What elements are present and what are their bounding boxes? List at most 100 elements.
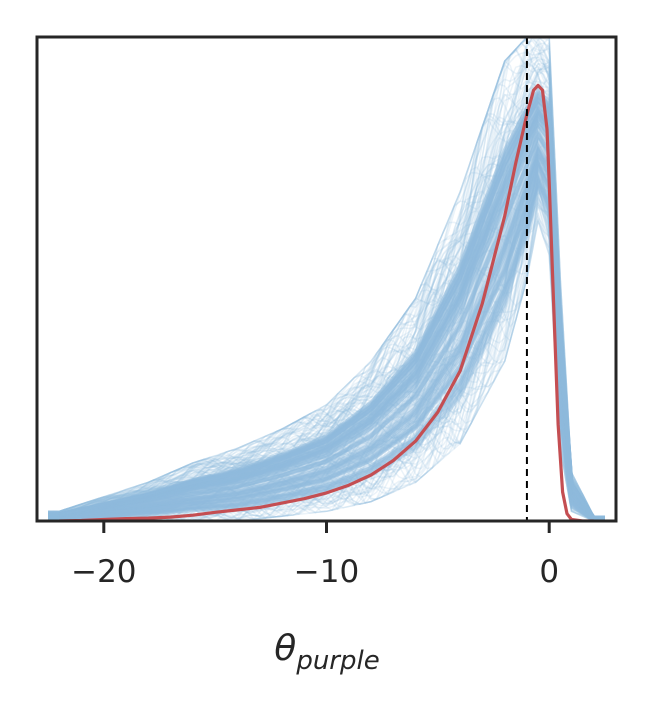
sample-density-curve xyxy=(48,57,605,519)
sample-density-curve xyxy=(48,67,605,519)
sample-density-curve xyxy=(48,37,605,518)
sample-density-curve xyxy=(48,150,605,521)
sample-density-curve xyxy=(48,148,605,521)
sample-density-curve xyxy=(48,90,605,518)
sample-density-curve xyxy=(48,145,605,521)
sample-density-curve xyxy=(48,119,605,519)
sample-density-curve xyxy=(48,104,605,519)
sample-density-curve xyxy=(48,109,605,519)
sample-density-curve xyxy=(48,140,605,521)
sample-density-curve xyxy=(48,96,605,520)
sample-density-curve xyxy=(48,70,605,519)
sample-density-curve xyxy=(48,192,605,521)
sample-density-curve xyxy=(48,104,605,520)
sample-density-curve xyxy=(48,156,605,521)
sample-density-curve xyxy=(48,129,605,521)
sample-density-curve xyxy=(48,135,605,521)
sample-density-curve xyxy=(48,134,605,521)
sample-density-curve xyxy=(48,146,605,520)
sample-density-curve xyxy=(48,161,605,521)
sample-density-curve xyxy=(48,62,605,519)
sample-density-curve xyxy=(48,88,605,520)
sample-density-curve xyxy=(48,124,605,521)
sample-density-curve xyxy=(48,160,605,521)
sample-density-curve xyxy=(48,106,605,519)
sample-density-curve xyxy=(48,173,605,521)
sample-density-curve xyxy=(47,48,605,518)
sample-density-curve xyxy=(48,164,605,521)
sample-density-curve xyxy=(48,47,605,517)
sample-density-curve xyxy=(48,41,605,519)
sample-density-curve xyxy=(47,98,605,519)
x-axis-ticks: −20 −10 0 xyxy=(71,521,559,590)
sample-density-curve xyxy=(48,96,605,520)
sample-density-curve xyxy=(48,192,605,521)
sample-density-curve xyxy=(48,182,605,521)
sample-density-curve xyxy=(48,198,605,521)
sample-density-curve xyxy=(48,144,605,521)
x-tick-label: −10 xyxy=(294,554,359,590)
sample-density-curve xyxy=(48,185,605,520)
sample-density-curve xyxy=(48,99,605,520)
sample-density-curve xyxy=(48,158,605,521)
sample-density-curve xyxy=(48,119,605,519)
sample-density-curve xyxy=(48,155,605,519)
sample-density-curve xyxy=(48,70,605,518)
sample-density-curve xyxy=(48,178,605,521)
sample-density-curve xyxy=(48,91,605,520)
sample-density-curve xyxy=(48,99,605,520)
sample-density-curve xyxy=(47,182,605,520)
sample-density-curve xyxy=(48,64,605,519)
sample-density-curve xyxy=(48,40,605,519)
sample-density-curve xyxy=(48,136,605,520)
sample-density-curve xyxy=(48,105,605,520)
sample-density-curve xyxy=(48,92,605,520)
sample-density-curve xyxy=(48,37,605,518)
mean-density-layer xyxy=(59,83,594,521)
sample-density-curve xyxy=(48,88,605,520)
sample-density-curve xyxy=(48,38,605,517)
sample-density-curve xyxy=(48,108,605,521)
x-axis-label-symbol: θ xyxy=(274,628,296,669)
sample-density-curve xyxy=(48,38,605,519)
sample-density-curve xyxy=(48,37,605,518)
sample-density-curve xyxy=(48,110,605,519)
sample-density-curve xyxy=(48,77,605,519)
sample-density-curve xyxy=(48,42,605,519)
sample-density-curve xyxy=(48,123,605,520)
sample-density-curve xyxy=(48,111,605,521)
sample-density-curve xyxy=(48,105,605,520)
sample-density-curve xyxy=(48,92,605,520)
sample-density-curve xyxy=(48,141,605,521)
sample-density-curve xyxy=(48,155,605,520)
sample-density-curve xyxy=(48,157,605,521)
sample-density-curve xyxy=(48,37,605,517)
sample-density-curve xyxy=(48,218,605,521)
sample-density-curve xyxy=(48,60,605,519)
sample-density-curve xyxy=(48,109,605,519)
sample-density-curve xyxy=(48,108,605,521)
sample-density-curve xyxy=(48,48,605,519)
sample-density-curve xyxy=(48,67,605,520)
plot-background xyxy=(37,37,616,521)
sample-density-curve xyxy=(48,173,605,521)
sample-density-curve xyxy=(48,194,605,521)
mean-density-line xyxy=(59,83,594,521)
sample-density-curve xyxy=(48,190,605,521)
sample-density-curve xyxy=(48,37,605,517)
sample-density-curve xyxy=(48,175,605,521)
sample-density-curve xyxy=(48,81,605,520)
sample-density-curve xyxy=(48,163,605,521)
sample-density-curve xyxy=(48,158,605,521)
sample-density-curve xyxy=(48,37,605,518)
sample-density-curve xyxy=(48,110,605,521)
sample-density-curve xyxy=(48,106,605,521)
sample-density-curve xyxy=(48,139,605,521)
sample-density-curve xyxy=(48,37,605,518)
sample-density-curve xyxy=(48,130,605,521)
sample-density-curve xyxy=(48,90,605,519)
sample-density-curve xyxy=(48,196,605,521)
sample-density-curve xyxy=(48,107,605,519)
sample-density-curve xyxy=(48,152,605,521)
sample-density-curve xyxy=(48,65,605,519)
